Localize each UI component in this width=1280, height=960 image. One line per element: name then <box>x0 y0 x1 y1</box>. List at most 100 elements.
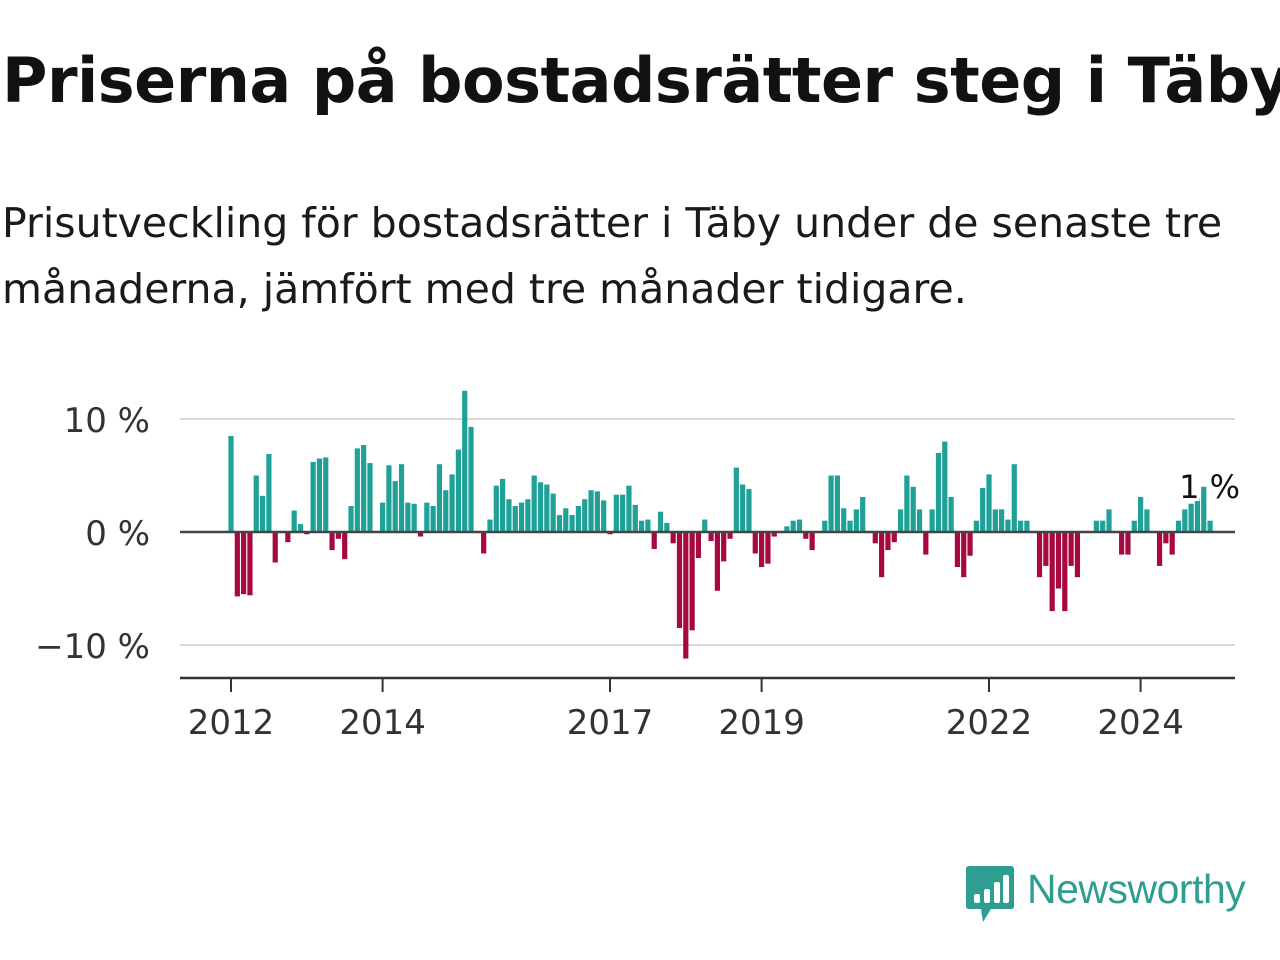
bar <box>1093 520 1099 532</box>
bar <box>316 458 323 532</box>
bar <box>841 508 847 532</box>
bar <box>392 481 398 532</box>
bar <box>986 474 992 532</box>
bar <box>961 532 967 578</box>
bar <box>740 484 746 532</box>
bar <box>1055 532 1062 589</box>
bar <box>916 509 923 532</box>
bar <box>367 463 373 532</box>
chart-subtitle: Prisutveckling för bostadsrätter i Täby … <box>2 199 1223 313</box>
bar <box>443 490 449 532</box>
bar <box>992 509 998 532</box>
bar <box>468 426 474 532</box>
bar <box>594 491 600 532</box>
bar <box>525 499 531 532</box>
bar <box>405 502 411 532</box>
bar <box>323 457 329 532</box>
bar <box>335 532 341 539</box>
last-value-label-halo: 1 % <box>1179 468 1240 506</box>
bar <box>462 390 468 532</box>
bar <box>910 486 916 532</box>
x-tick-label: 2022 <box>946 703 1033 743</box>
y-tick-label: 0 % <box>85 514 150 554</box>
bar <box>689 532 695 631</box>
x-tick-label: 2019 <box>718 703 805 743</box>
bar <box>398 464 405 532</box>
bar <box>872 532 878 544</box>
bar <box>1036 532 1043 578</box>
bar <box>310 461 316 532</box>
bar <box>380 502 386 532</box>
bar <box>708 532 714 542</box>
bar <box>645 519 651 532</box>
bar <box>569 515 575 532</box>
bar <box>361 444 367 532</box>
bar <box>1074 532 1081 578</box>
last-value-label: 1 % <box>1179 468 1240 506</box>
bar <box>1201 486 1207 532</box>
bar <box>1125 532 1131 555</box>
bar <box>948 496 954 532</box>
bar <box>1194 498 1201 532</box>
newsworthy-logo-icon <box>966 866 1014 922</box>
bar <box>531 475 537 532</box>
bar <box>228 435 234 532</box>
bar <box>683 532 689 659</box>
bar <box>563 508 569 532</box>
bar <box>266 454 272 532</box>
bar <box>1068 532 1074 566</box>
bar <box>1062 532 1068 612</box>
bar <box>746 489 752 532</box>
bar <box>1182 509 1188 532</box>
bar <box>765 532 771 564</box>
bar <box>695 532 702 558</box>
bar <box>803 532 809 539</box>
bar <box>1188 503 1194 532</box>
y-tick-label: −10 % <box>35 627 150 667</box>
bar <box>980 487 986 532</box>
bar <box>253 475 259 532</box>
bar <box>847 520 853 532</box>
bar <box>537 482 544 532</box>
bar <box>790 520 796 532</box>
bar <box>973 520 979 532</box>
bar <box>771 532 777 537</box>
bar <box>430 506 436 532</box>
bar <box>828 475 834 532</box>
bar <box>411 503 417 532</box>
x-tick-label: 2017 <box>567 703 654 743</box>
bar <box>575 506 582 532</box>
bar <box>436 464 443 532</box>
bar <box>297 524 304 532</box>
bar <box>601 500 607 532</box>
bar <box>796 519 803 532</box>
bar <box>885 532 891 551</box>
bar <box>348 506 354 532</box>
x-tick-label: 2014 <box>339 703 426 743</box>
bar <box>291 510 297 532</box>
bar <box>259 495 266 532</box>
bar <box>784 526 790 532</box>
bar <box>670 532 676 544</box>
bar <box>967 532 973 556</box>
bar <box>676 532 683 629</box>
bar <box>500 478 506 532</box>
bar <box>999 509 1005 532</box>
bar <box>1017 520 1024 532</box>
newsworthy-logo[interactable]: Newsworthy <box>965 864 1246 926</box>
bar <box>449 474 455 532</box>
bar <box>929 509 935 532</box>
bar <box>493 485 499 532</box>
bar <box>1144 509 1150 532</box>
bar <box>613 494 619 532</box>
bar <box>904 475 910 532</box>
bar <box>354 448 360 532</box>
bar <box>506 499 512 532</box>
bar <box>651 532 657 549</box>
bar <box>234 532 240 597</box>
bar <box>879 532 885 578</box>
chart-title: Priserna på bostadsrätter steg i Täby <box>2 44 1280 117</box>
bar <box>1138 496 1144 532</box>
bar <box>247 532 253 596</box>
bar <box>822 520 828 532</box>
